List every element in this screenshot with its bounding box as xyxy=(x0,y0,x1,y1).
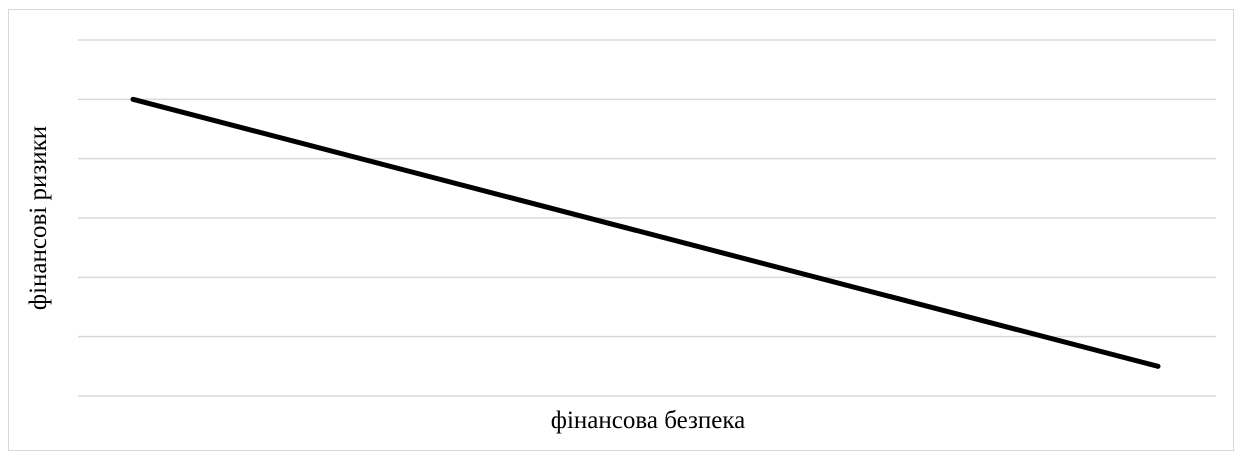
gridlines xyxy=(78,39,1216,397)
series-group xyxy=(130,96,1161,369)
chart-frame xyxy=(8,9,1234,451)
x-axis-title: фінансова безпека xyxy=(551,407,745,434)
series-line xyxy=(130,96,1161,369)
y-axis-title: фінансові ризики xyxy=(25,126,52,310)
